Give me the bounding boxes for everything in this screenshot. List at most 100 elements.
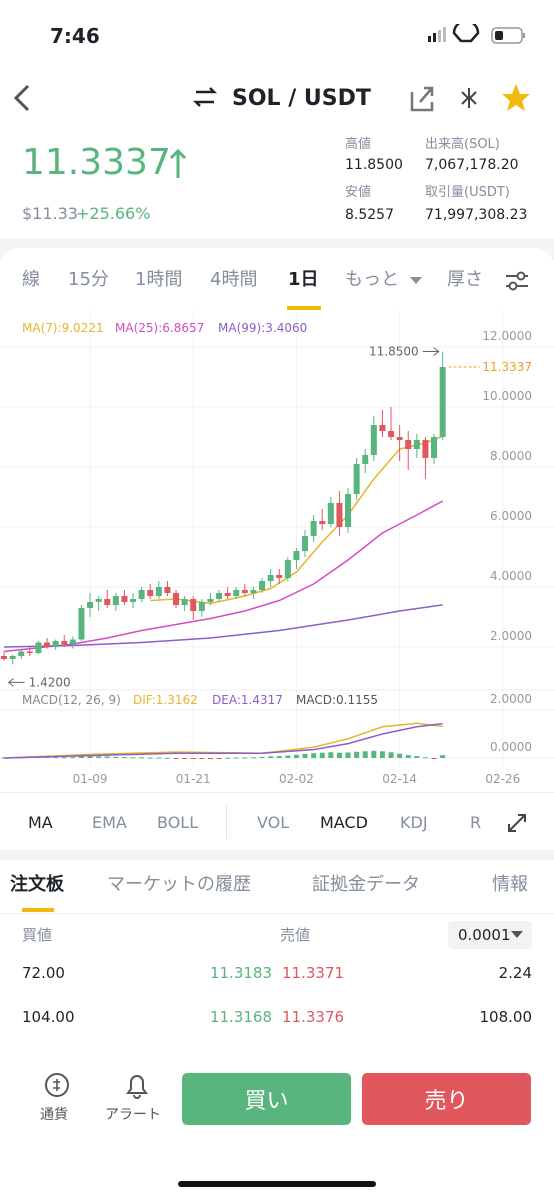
ask-amount: 2.24 bbox=[498, 964, 532, 982]
indicator-tab[interactable]: MACD bbox=[320, 813, 368, 832]
interval-tab[interactable]: 1日 bbox=[288, 269, 319, 290]
macd-bar bbox=[216, 757, 222, 759]
candle-body bbox=[147, 590, 154, 597]
macd-bar bbox=[113, 756, 119, 758]
ask-amount: 108.00 bbox=[479, 1008, 533, 1026]
indicator-line bbox=[4, 604, 443, 648]
x-tick-label: 02-02 bbox=[279, 772, 314, 786]
chart: 01-09 01-21 02-02 02-14 02-26 2.0000 4.0000 6.0… bbox=[0, 310, 554, 786]
status-time: 7:46 bbox=[50, 24, 100, 48]
interval-tab[interactable]: 4時間 bbox=[210, 269, 258, 290]
macd-bar bbox=[336, 752, 342, 758]
macd-bar bbox=[328, 752, 334, 758]
candle-body bbox=[95, 599, 102, 603]
stat-value: 8.5257 bbox=[345, 207, 394, 223]
dropdown-caret bbox=[511, 931, 523, 938]
precision-value[interactable]: 0.0001 bbox=[458, 926, 511, 944]
macd-bar bbox=[371, 750, 377, 758]
candle-body bbox=[362, 454, 369, 464]
header-icons[interactable] bbox=[0, 78, 554, 122]
candle-body bbox=[155, 587, 162, 597]
home-indicator bbox=[178, 1181, 376, 1187]
interval-tab[interactable]: 厚さ bbox=[447, 269, 483, 290]
stat-value: 71,997,308.23 bbox=[425, 207, 528, 223]
candle-body bbox=[78, 608, 85, 640]
y-tick-label: 10.0000 bbox=[482, 389, 532, 403]
candle-body bbox=[439, 366, 446, 437]
candle-body bbox=[198, 602, 205, 612]
candle-body bbox=[405, 439, 412, 449]
candle-body bbox=[336, 503, 343, 528]
indicator-tab[interactable]: EMA bbox=[92, 813, 127, 832]
candle-body bbox=[388, 430, 395, 437]
indicator-tab[interactable]: BOLL bbox=[157, 813, 199, 832]
macd-bar bbox=[147, 757, 153, 759]
candle-body bbox=[327, 503, 334, 525]
macd-bar bbox=[139, 757, 145, 759]
candle-body bbox=[207, 599, 214, 603]
candle-body bbox=[61, 641, 68, 645]
macd-bar bbox=[182, 757, 188, 759]
section-tab[interactable]: 証拠金データ bbox=[312, 874, 420, 895]
macd-bar bbox=[242, 757, 248, 759]
section-tab[interactable]: マーケットの履歴 bbox=[107, 874, 251, 895]
macd-bar bbox=[130, 757, 136, 759]
legend-entry: MA(25):6.8657 bbox=[115, 321, 204, 335]
candle-body bbox=[276, 575, 283, 579]
stat-value: 11.8500 bbox=[345, 157, 403, 173]
interval-tab[interactable]: もっと bbox=[345, 269, 399, 290]
ask-price: 11.3371 bbox=[282, 964, 345, 982]
macd-bar bbox=[293, 754, 299, 758]
indicator-tab[interactable]: VOL bbox=[257, 813, 290, 832]
candle-body bbox=[121, 596, 128, 603]
indicator-tab[interactable]: MA bbox=[28, 813, 53, 832]
buy-button[interactable]: 買い bbox=[182, 1073, 351, 1125]
expand-icon[interactable] bbox=[506, 812, 528, 834]
indicator-line bbox=[4, 722, 443, 759]
y-tick-label: 0.0000 bbox=[490, 740, 532, 754]
alert-icon[interactable] bbox=[120, 1070, 154, 1100]
x-tick-label: 01-09 bbox=[73, 772, 108, 786]
candle-body bbox=[18, 651, 25, 657]
candle-body bbox=[413, 439, 420, 449]
interval-tab[interactable]: 15分 bbox=[68, 269, 109, 290]
annotation-arrow bbox=[7, 678, 25, 687]
bid-amount: 72.00 bbox=[22, 964, 65, 982]
up-arrow bbox=[169, 148, 187, 178]
high-annotation: 11.8500 bbox=[369, 344, 419, 358]
sell-button[interactable]: 売り bbox=[362, 1073, 531, 1125]
candle-body bbox=[302, 536, 309, 552]
candle-body bbox=[69, 639, 76, 645]
macd-bar bbox=[156, 757, 162, 759]
divider bbox=[0, 913, 554, 914]
divider bbox=[0, 850, 554, 860]
macd-bar bbox=[431, 757, 437, 759]
candle-body bbox=[1, 656, 8, 660]
candle-body bbox=[284, 560, 291, 579]
macd-bar bbox=[61, 757, 67, 759]
currency-icon[interactable] bbox=[40, 1070, 74, 1100]
section-tab[interactable]: 注文板 bbox=[10, 874, 64, 895]
book-header: 買値 bbox=[22, 926, 53, 944]
candle-body bbox=[138, 590, 145, 600]
macd-bar bbox=[53, 757, 59, 759]
indicator-line bbox=[3, 500, 443, 653]
indicator-line bbox=[4, 722, 443, 759]
active-underline bbox=[22, 908, 54, 912]
interval-tab[interactable]: 線 bbox=[22, 269, 40, 290]
interval-tab[interactable]: 1時間 bbox=[135, 269, 183, 290]
candle-body bbox=[164, 587, 171, 594]
settings-icon[interactable] bbox=[504, 270, 530, 292]
indicator-tab[interactable]: R bbox=[470, 813, 482, 832]
candle-body bbox=[319, 521, 326, 525]
macd-bar bbox=[121, 757, 127, 759]
interval-bar bbox=[0, 248, 554, 308]
bid-amount: 104.00 bbox=[22, 1008, 75, 1026]
section-tab[interactable]: 情報 bbox=[492, 874, 528, 895]
alert-label[interactable]: アラート bbox=[105, 1107, 161, 1123]
macd-bar bbox=[440, 755, 446, 758]
currency-label[interactable]: 通貨 bbox=[40, 1107, 68, 1123]
candle-body bbox=[293, 551, 300, 561]
candle-body bbox=[104, 599, 111, 606]
indicator-tab[interactable]: KDJ bbox=[400, 813, 428, 832]
